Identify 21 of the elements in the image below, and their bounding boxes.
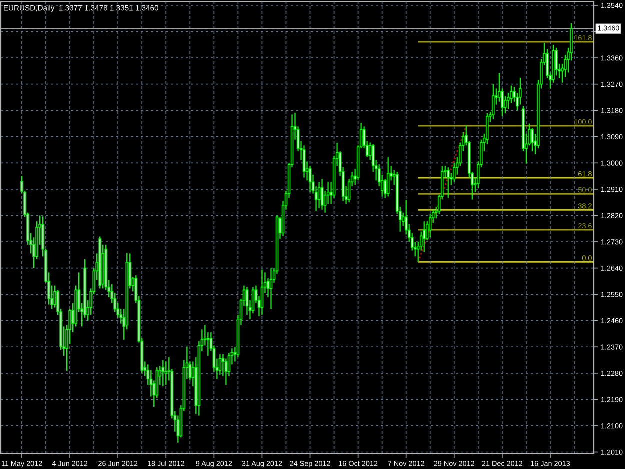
- candlestick: [386, 156, 390, 198]
- candlestick: [504, 95, 507, 114]
- candlestick: [446, 167, 450, 199]
- candlestick: [422, 221, 426, 253]
- candlestick: [224, 358, 228, 386]
- candlestick: [318, 182, 321, 209]
- candlestick: [555, 47, 558, 76]
- candlestick: [531, 128, 534, 152]
- candlestick: [320, 178, 324, 210]
- candlestick: [218, 354, 222, 376]
- candlestick: [164, 361, 168, 386]
- candlestick: [206, 332, 210, 356]
- candlestick: [428, 214, 432, 238]
- candlestick: [302, 145, 306, 178]
- candlestick: [270, 268, 273, 310]
- candlestick: [162, 360, 165, 388]
- candlestick: [246, 286, 249, 316]
- candlestick: [308, 166, 312, 193]
- candlestick: [492, 84, 495, 120]
- candlestick: [54, 285, 56, 308]
- candlestick: [260, 269, 264, 316]
